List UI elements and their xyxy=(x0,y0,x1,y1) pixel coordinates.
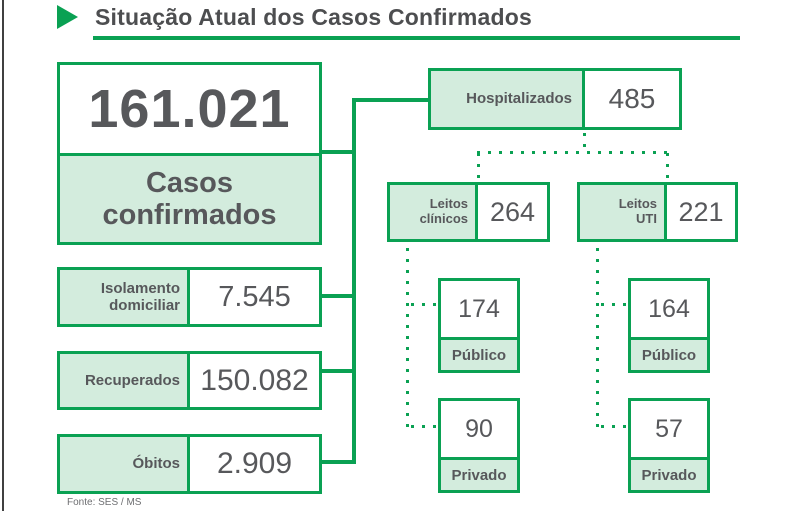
dotted-clinical-trunk xyxy=(406,248,409,429)
icu-beds-label: Leitos UTI xyxy=(580,185,667,239)
dotted-icu-trunk xyxy=(596,248,599,429)
clinical-public-label: Público xyxy=(441,337,517,370)
dotted-hospitalized-down xyxy=(583,133,586,150)
dotted-to-icu-beds xyxy=(666,153,669,182)
icu-public-box: 164 Público xyxy=(628,278,710,373)
icu-beds-box: Leitos UTI 221 xyxy=(577,182,738,242)
home-isolation-box: Isolamento domiciliar 7.545 xyxy=(57,267,322,327)
clinical-private-value: 90 xyxy=(465,414,493,443)
connector-isolation xyxy=(319,294,355,298)
clinical-beds-value: 264 xyxy=(489,196,536,227)
page-title: Situação Atual dos Casos Confirmados xyxy=(95,4,533,30)
dotted-icu-public xyxy=(601,303,628,306)
connector-deaths xyxy=(319,460,355,464)
icu-private-value: 57 xyxy=(655,414,683,443)
deaths-value: 2.909 xyxy=(216,447,293,480)
hospitalized-label: Hospitalizados xyxy=(431,71,585,127)
clinical-public-box: 174 Público xyxy=(438,278,520,373)
title-arrow-icon xyxy=(57,5,78,29)
icu-public-label: Público xyxy=(631,337,707,370)
home-isolation-label: Isolamento domiciliar xyxy=(60,270,190,324)
page-edge-line xyxy=(2,0,4,511)
recovered-box: Recuperados 150.082 xyxy=(57,351,322,410)
hospitalized-value: 485 xyxy=(608,83,656,114)
dotted-clinical-public xyxy=(411,303,438,306)
title-underline xyxy=(93,36,740,40)
icu-beds-value: 221 xyxy=(678,196,724,227)
confirmed-cases-box: 161.021 Casos confirmados xyxy=(57,62,322,245)
clinical-public-value: 174 xyxy=(458,294,500,323)
dotted-beds-crossbar xyxy=(477,151,669,154)
deaths-label: Óbitos xyxy=(60,437,190,491)
icu-private-box: 57 Privado xyxy=(628,398,710,493)
connector-recovered xyxy=(319,369,355,373)
clinical-beds-label: Leitos clínicos xyxy=(390,185,478,239)
dotted-icu-private xyxy=(601,425,628,428)
dotted-to-clinical-beds xyxy=(477,153,480,182)
connector-trunk xyxy=(352,98,356,464)
clinical-private-box: 90 Privado xyxy=(438,398,520,493)
hospitalized-box: Hospitalizados 485 xyxy=(428,68,682,130)
confirmed-cases-value: 161.021 xyxy=(88,79,291,139)
icu-public-value: 164 xyxy=(648,294,690,323)
clinical-beds-box: Leitos clínicos 264 xyxy=(387,182,550,242)
connector-to-hospitalized xyxy=(354,98,428,102)
clinical-private-label: Privado xyxy=(441,457,517,490)
connector-confirmed xyxy=(319,150,355,154)
source-note: Fonte: SES / MS xyxy=(67,497,142,508)
deaths-box: Óbitos 2.909 xyxy=(57,434,322,494)
confirmed-cases-label: Casos confirmados xyxy=(60,153,319,242)
recovered-value: 150.082 xyxy=(200,363,309,397)
recovered-label: Recuperados xyxy=(60,354,190,407)
home-isolation-value: 7.545 xyxy=(218,280,291,313)
icu-private-label: Privado xyxy=(631,457,707,490)
dotted-clinical-private xyxy=(411,425,438,428)
